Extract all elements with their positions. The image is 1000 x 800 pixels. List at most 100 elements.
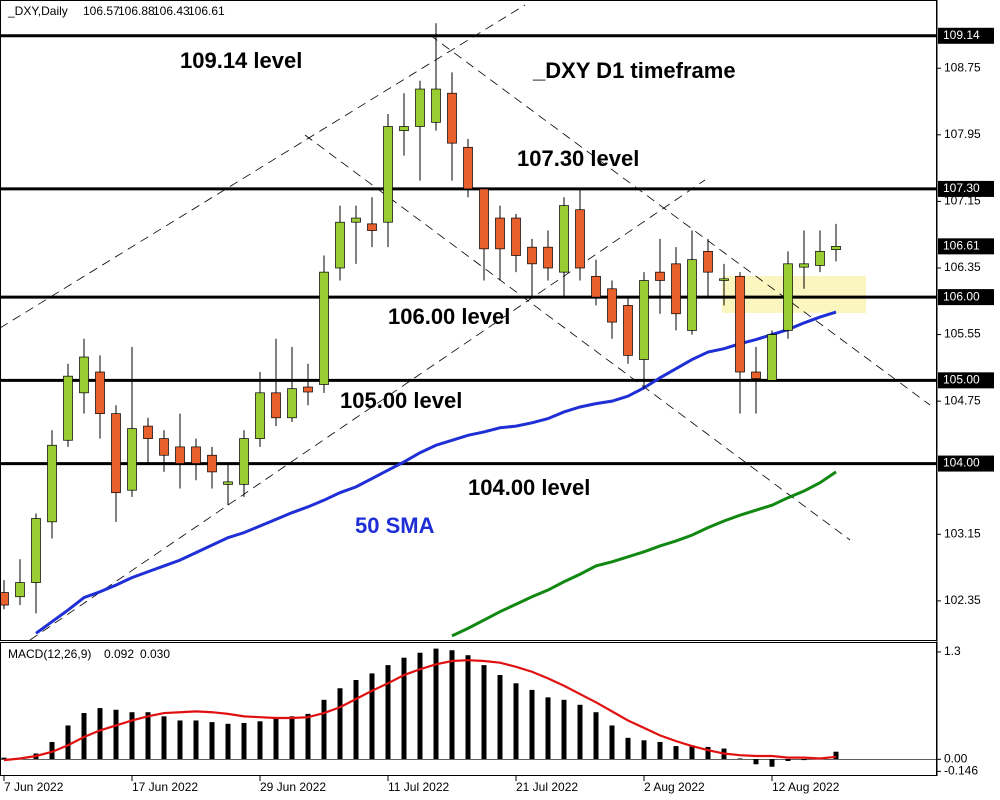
candle-body [287, 388, 297, 419]
y-tick-label: 106.35 [944, 260, 981, 274]
macd-bar [209, 722, 215, 760]
candle-body [767, 334, 777, 381]
macd-bar [593, 712, 599, 760]
candle-body [367, 223, 377, 231]
macd-bar [353, 680, 359, 760]
macd-bar [833, 751, 839, 760]
candle-body [79, 356, 89, 394]
candle-body [255, 392, 265, 439]
candle-body [591, 275, 601, 298]
candle-body [479, 188, 489, 250]
macd-bar [401, 657, 407, 760]
macd-bar [545, 697, 551, 760]
y-tick-label: 107.95 [944, 127, 981, 141]
level-label-box [938, 27, 994, 44]
header-value: 106.61 [188, 4, 225, 18]
candle-body [271, 392, 281, 419]
candle-body [687, 259, 697, 331]
level-label-box [938, 455, 994, 472]
macd-bar [737, 758, 743, 760]
trend-lines [0, 4, 931, 641]
symbol: _DXY,Daily [7, 4, 68, 18]
macd-readout: 0.030 [140, 647, 170, 661]
macd-bar [305, 713, 311, 760]
level-label: 107.30 [943, 181, 980, 195]
candle-body [463, 146, 473, 190]
candle-body [0, 592, 9, 606]
macd-bar [673, 746, 679, 760]
trend-line [304, 134, 851, 541]
candle-body [319, 271, 329, 385]
candle-body [495, 217, 505, 250]
annotation: 50 SMA [355, 513, 435, 538]
x-tick-label: 12 Aug 2022 [772, 780, 840, 794]
macd-bar [785, 759, 791, 761]
macd-bar [529, 689, 535, 760]
candle-body [431, 88, 441, 123]
trend-line [429, 34, 931, 406]
candle-body [143, 425, 153, 439]
macd-bar [97, 708, 103, 760]
level-label-box [938, 289, 994, 306]
annotation: 104.00 level [468, 475, 590, 500]
macd-bar [801, 759, 807, 761]
level-label: 109.14 [943, 28, 980, 42]
macd-bar [433, 648, 439, 760]
candle-body [607, 288, 617, 323]
candle-body [207, 454, 217, 473]
annotation: 109.14 level [180, 48, 302, 73]
header-value: 106.43 [153, 4, 190, 18]
macd-bar [689, 745, 695, 760]
macd-bar [65, 725, 71, 760]
candle-body [239, 438, 249, 485]
y-tick-label: 108.75 [944, 60, 981, 74]
trend-line [29, 179, 706, 641]
macd-bar [465, 655, 471, 760]
candle-body [559, 205, 569, 273]
candle-body [335, 221, 345, 269]
macd-bar [577, 704, 583, 760]
candle-body [383, 126, 393, 223]
candle-body [751, 371, 761, 380]
candle-body [831, 245, 841, 251]
annotation: 106.00 level [388, 304, 510, 329]
macd-bar [49, 741, 55, 760]
candle-body [95, 371, 105, 414]
signal-line [3, 659, 837, 762]
candle-body [575, 209, 585, 269]
macd-bar [753, 759, 759, 765]
y-tick-label: 0.00 [944, 751, 968, 765]
candle-body [671, 263, 681, 315]
y-tick-label: 103.15 [944, 526, 981, 540]
annotation: _DXY D1 timeframe [532, 58, 736, 83]
x-tick-label: 7 Jun 2022 [4, 780, 64, 794]
macd-bar [225, 723, 231, 760]
macd-bar [289, 716, 295, 760]
x-tick-label: 2 Aug 2022 [644, 780, 705, 794]
price-label-box [938, 238, 994, 255]
candle-body [799, 263, 809, 268]
macd-bar [1, 757, 7, 760]
candle-body [63, 375, 73, 441]
candle-body [527, 246, 537, 265]
candle-body [639, 280, 649, 360]
macd-bar [337, 688, 343, 760]
macd-bar [257, 721, 263, 760]
macd-bar [241, 722, 247, 760]
candle-body [399, 126, 409, 132]
level-label: 104.00 [943, 456, 980, 470]
macd-name: MACD(12,26,9) [8, 647, 91, 661]
macd-bar [129, 712, 135, 760]
macd-bar [321, 699, 327, 760]
annotation: 107.30 level [517, 146, 639, 171]
macd-bar [193, 720, 199, 760]
candle-body [351, 217, 361, 223]
x-tick-label: 17 Jun 2022 [132, 780, 198, 794]
level-label-box [938, 180, 994, 197]
macd-bar [625, 737, 631, 760]
header-value: 106.88 [118, 4, 155, 18]
candle-body [655, 271, 665, 281]
